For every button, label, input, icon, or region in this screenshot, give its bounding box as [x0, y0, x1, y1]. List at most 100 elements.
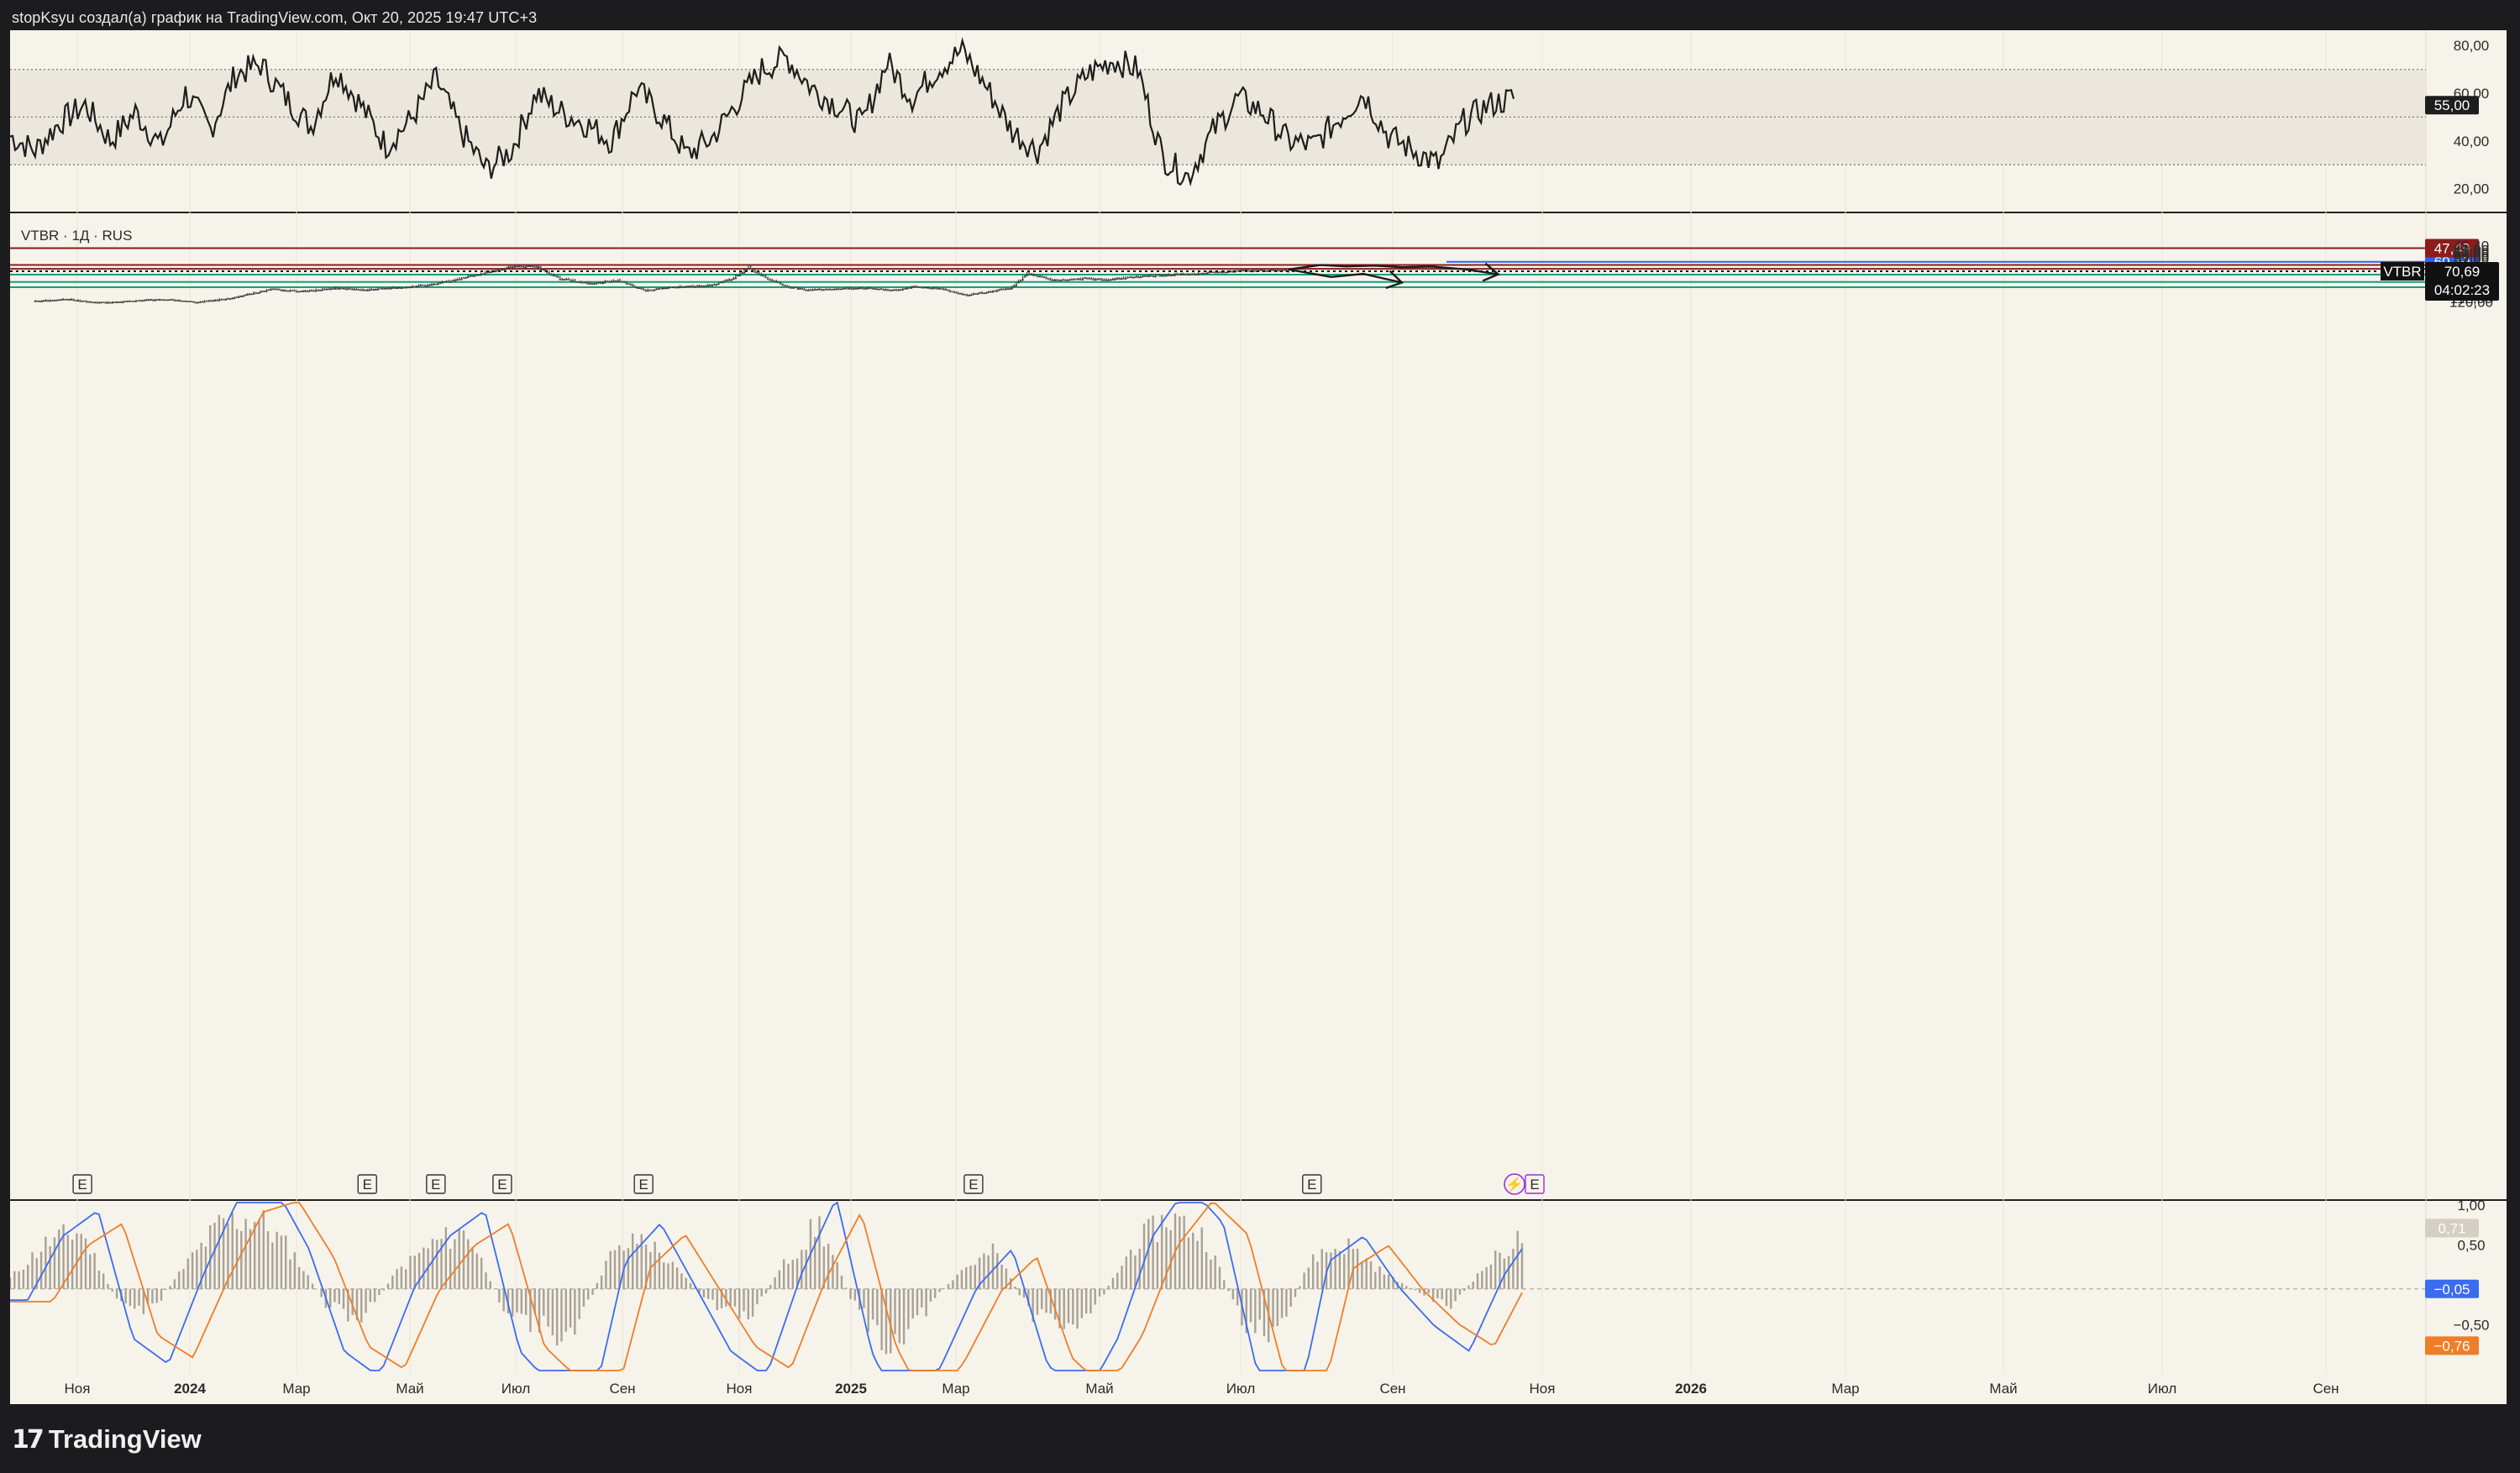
candle-body [734, 277, 738, 280]
candle-body [150, 299, 152, 301]
candle-body [753, 271, 757, 273]
candle-body [507, 266, 510, 269]
chart-canvas[interactable]: Ноя 2024 Мар Май Июл Сен Ноя 2025 Мар Май Июл Сен Но… [10, 30, 2507, 1404]
candle-body [959, 293, 962, 295]
candle-body [111, 301, 114, 304]
candle-body [385, 287, 388, 290]
candle-body [381, 288, 384, 290]
price-axis-tick: 53,00 [2454, 247, 2490, 263]
candle-body [238, 296, 240, 298]
candle-body [72, 299, 76, 301]
candle-body [990, 291, 992, 293]
macd-value-badge [2425, 1219, 2479, 1238]
candle-body [580, 281, 583, 284]
macd-axis-tick: 0,50 [2457, 1237, 2485, 1253]
candle-body [57, 299, 60, 301]
candle-body [370, 289, 373, 291]
candle-body [199, 301, 202, 303]
earnings-marker-label: E [497, 1177, 507, 1193]
candle-body [559, 278, 561, 280]
candle-body [586, 283, 590, 285]
candle-body [1116, 278, 1118, 280]
candle-body [1000, 288, 1003, 291]
candle-body [375, 289, 377, 291]
candle-body [1111, 279, 1114, 280]
candle-body [570, 280, 572, 282]
candle-body [1212, 271, 1215, 274]
candle-body [396, 287, 399, 290]
candle-body [452, 280, 454, 282]
candle-body [495, 270, 497, 273]
candle-body [936, 288, 938, 290]
candle-body [1180, 274, 1183, 275]
candle-body [332, 288, 334, 290]
price-axis-tick: 51,00 [2454, 244, 2490, 260]
chart-caption: stopKsyu создал(а) график на TradingView… [12, 9, 538, 26]
candle-body [1200, 273, 1202, 275]
candle-body [983, 292, 985, 295]
last-price-badge [2425, 261, 2499, 301]
candle-body [732, 278, 735, 280]
candle-body [1147, 275, 1151, 278]
candle-body [914, 286, 917, 287]
candle-body [578, 281, 580, 283]
candle-body [795, 286, 797, 289]
candle-body [86, 301, 88, 303]
candle-body [951, 291, 953, 293]
candle-body [276, 288, 279, 291]
candle-body [1266, 270, 1268, 272]
macd-axis-tick: 1,00 [2457, 1198, 2485, 1214]
candle-body [1223, 271, 1226, 274]
time-axis-label: 2025 [835, 1381, 867, 1397]
footer-bar: 17 TradingView [0, 1404, 2520, 1473]
candle-body [618, 280, 622, 283]
candle-body [842, 288, 844, 291]
candle-body [642, 289, 645, 291]
candle-body [1142, 275, 1144, 278]
candle-body [908, 287, 911, 289]
candle-body [863, 288, 866, 290]
candle-body [737, 275, 739, 277]
last-price-label: 70,69 [2444, 264, 2481, 280]
candle-body [932, 287, 934, 290]
candle-body [154, 299, 156, 301]
earnings-marker [426, 1174, 446, 1194]
candle-body [880, 288, 883, 291]
earnings-marker [357, 1174, 377, 1194]
candle-body [516, 265, 518, 268]
candle-body [342, 287, 345, 290]
candle-body [691, 286, 695, 288]
candle-body [398, 287, 401, 289]
candle-body [1143, 275, 1147, 277]
candle-body [513, 265, 517, 268]
candle-body [906, 288, 909, 290]
candle-body [156, 299, 159, 301]
candle-body [340, 287, 343, 290]
candle-body [357, 289, 360, 291]
candle-body [310, 290, 313, 291]
candle-body [233, 297, 236, 300]
candle-body [1019, 280, 1022, 282]
candle-body [875, 288, 879, 291]
candle-body [366, 290, 369, 291]
candle-body [799, 288, 801, 290]
candle-body [218, 300, 221, 301]
candle-body [250, 293, 253, 296]
candle-body [355, 289, 358, 291]
time-axis-label: 2024 [174, 1381, 206, 1397]
candle-body [1146, 275, 1148, 278]
candle-body [636, 287, 638, 289]
signal-line [10, 1202, 1523, 1371]
candle-body [937, 288, 941, 290]
dividend-icon-label: ⚡ [1505, 1176, 1523, 1193]
candle-body [998, 289, 1000, 291]
candle-body [846, 288, 848, 290]
candle-body [895, 289, 898, 291]
tradingview-logo[interactable]: 17 TradingView [12, 1423, 202, 1456]
chart-area[interactable]: Ноя 2024 Мар Май Июл Сен Ноя 2025 Мар Май Июл Сен Но… [10, 30, 2507, 1404]
candle-body [1236, 270, 1238, 272]
candle-body [762, 275, 765, 277]
candle-body [197, 301, 199, 304]
candle-body [188, 301, 191, 302]
candle-body [848, 288, 851, 290]
